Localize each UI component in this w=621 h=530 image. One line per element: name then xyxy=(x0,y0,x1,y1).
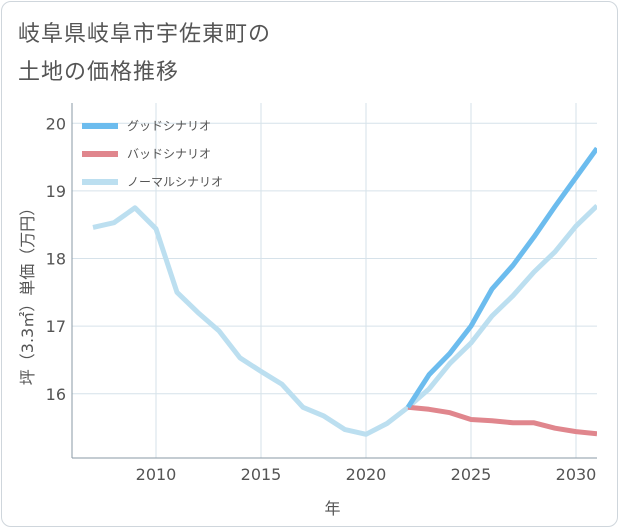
x-tick-label: 2010 xyxy=(136,465,177,484)
y-tick-label: 16 xyxy=(46,385,66,404)
legend-label: グッドシナリオ xyxy=(127,119,211,133)
chart-title: 岐阜県岐阜市宇佐東町の 土地の価格推移 xyxy=(18,22,272,85)
y-tick-label: 19 xyxy=(46,182,66,201)
legend-label: バッドシナリオ xyxy=(127,147,211,161)
y-tick-label: 17 xyxy=(46,317,66,336)
x-tick-label: 2020 xyxy=(346,465,387,484)
x-axis-label: 年 xyxy=(324,499,340,518)
series-line-2 xyxy=(92,204,597,437)
x-tick-label: 2015 xyxy=(241,465,282,484)
legend-label: ノーマルシナリオ xyxy=(127,175,223,189)
y-axis-label: 坪（3.3㎡）単価（万円） xyxy=(18,200,37,385)
series-line-0 xyxy=(405,146,597,409)
x-tick-label: 2025 xyxy=(451,465,492,484)
series-line-1 xyxy=(407,404,597,437)
y-tick-label: 18 xyxy=(46,250,66,269)
y-tick-label: 20 xyxy=(46,114,66,133)
x-tick-label: 2030 xyxy=(556,465,597,484)
